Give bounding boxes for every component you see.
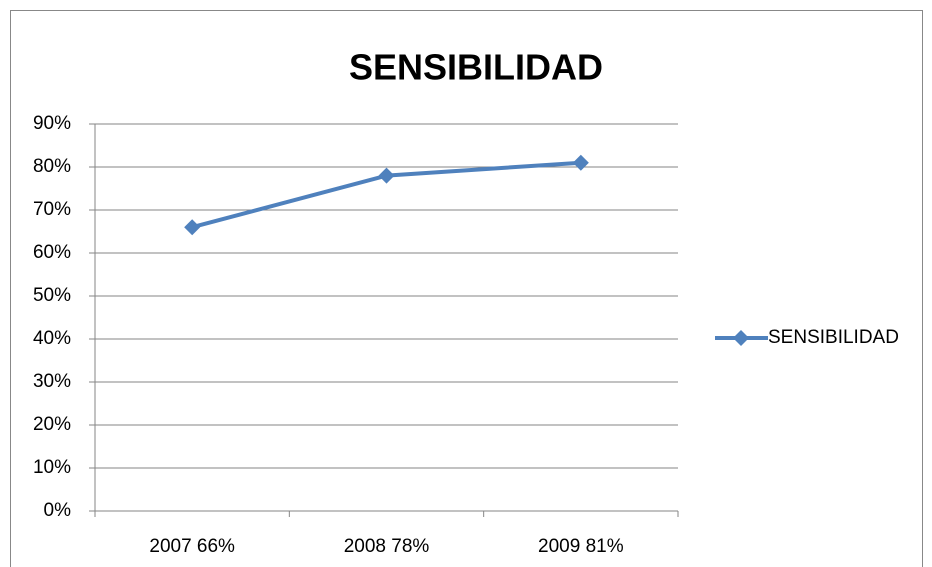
x-tick-label: 2007 66%: [149, 536, 235, 557]
y-tick-label: 50%: [33, 285, 71, 306]
y-tick-label: 60%: [33, 242, 71, 263]
y-tick-label: 10%: [33, 457, 71, 478]
x-tick-label: 2008 78%: [344, 536, 430, 557]
legend-label: SENSIBILIDAD: [768, 327, 899, 348]
marker: [184, 219, 201, 236]
marker: [572, 154, 589, 171]
chart-title: SENSIBILIDAD: [349, 47, 603, 88]
chart-border: [10, 10, 923, 567]
y-tick-label: 40%: [33, 328, 71, 349]
marker: [378, 167, 395, 184]
y-tick-label: 0%: [44, 500, 72, 521]
y-tick-label: 90%: [33, 113, 71, 134]
y-tick-label: 70%: [33, 199, 71, 220]
y-tick-label: 20%: [33, 414, 71, 435]
y-tick-label: 80%: [33, 156, 71, 177]
x-tick-label: 2009 81%: [538, 536, 624, 557]
y-tick-label: 30%: [33, 371, 71, 392]
legend-marker: [733, 330, 749, 346]
